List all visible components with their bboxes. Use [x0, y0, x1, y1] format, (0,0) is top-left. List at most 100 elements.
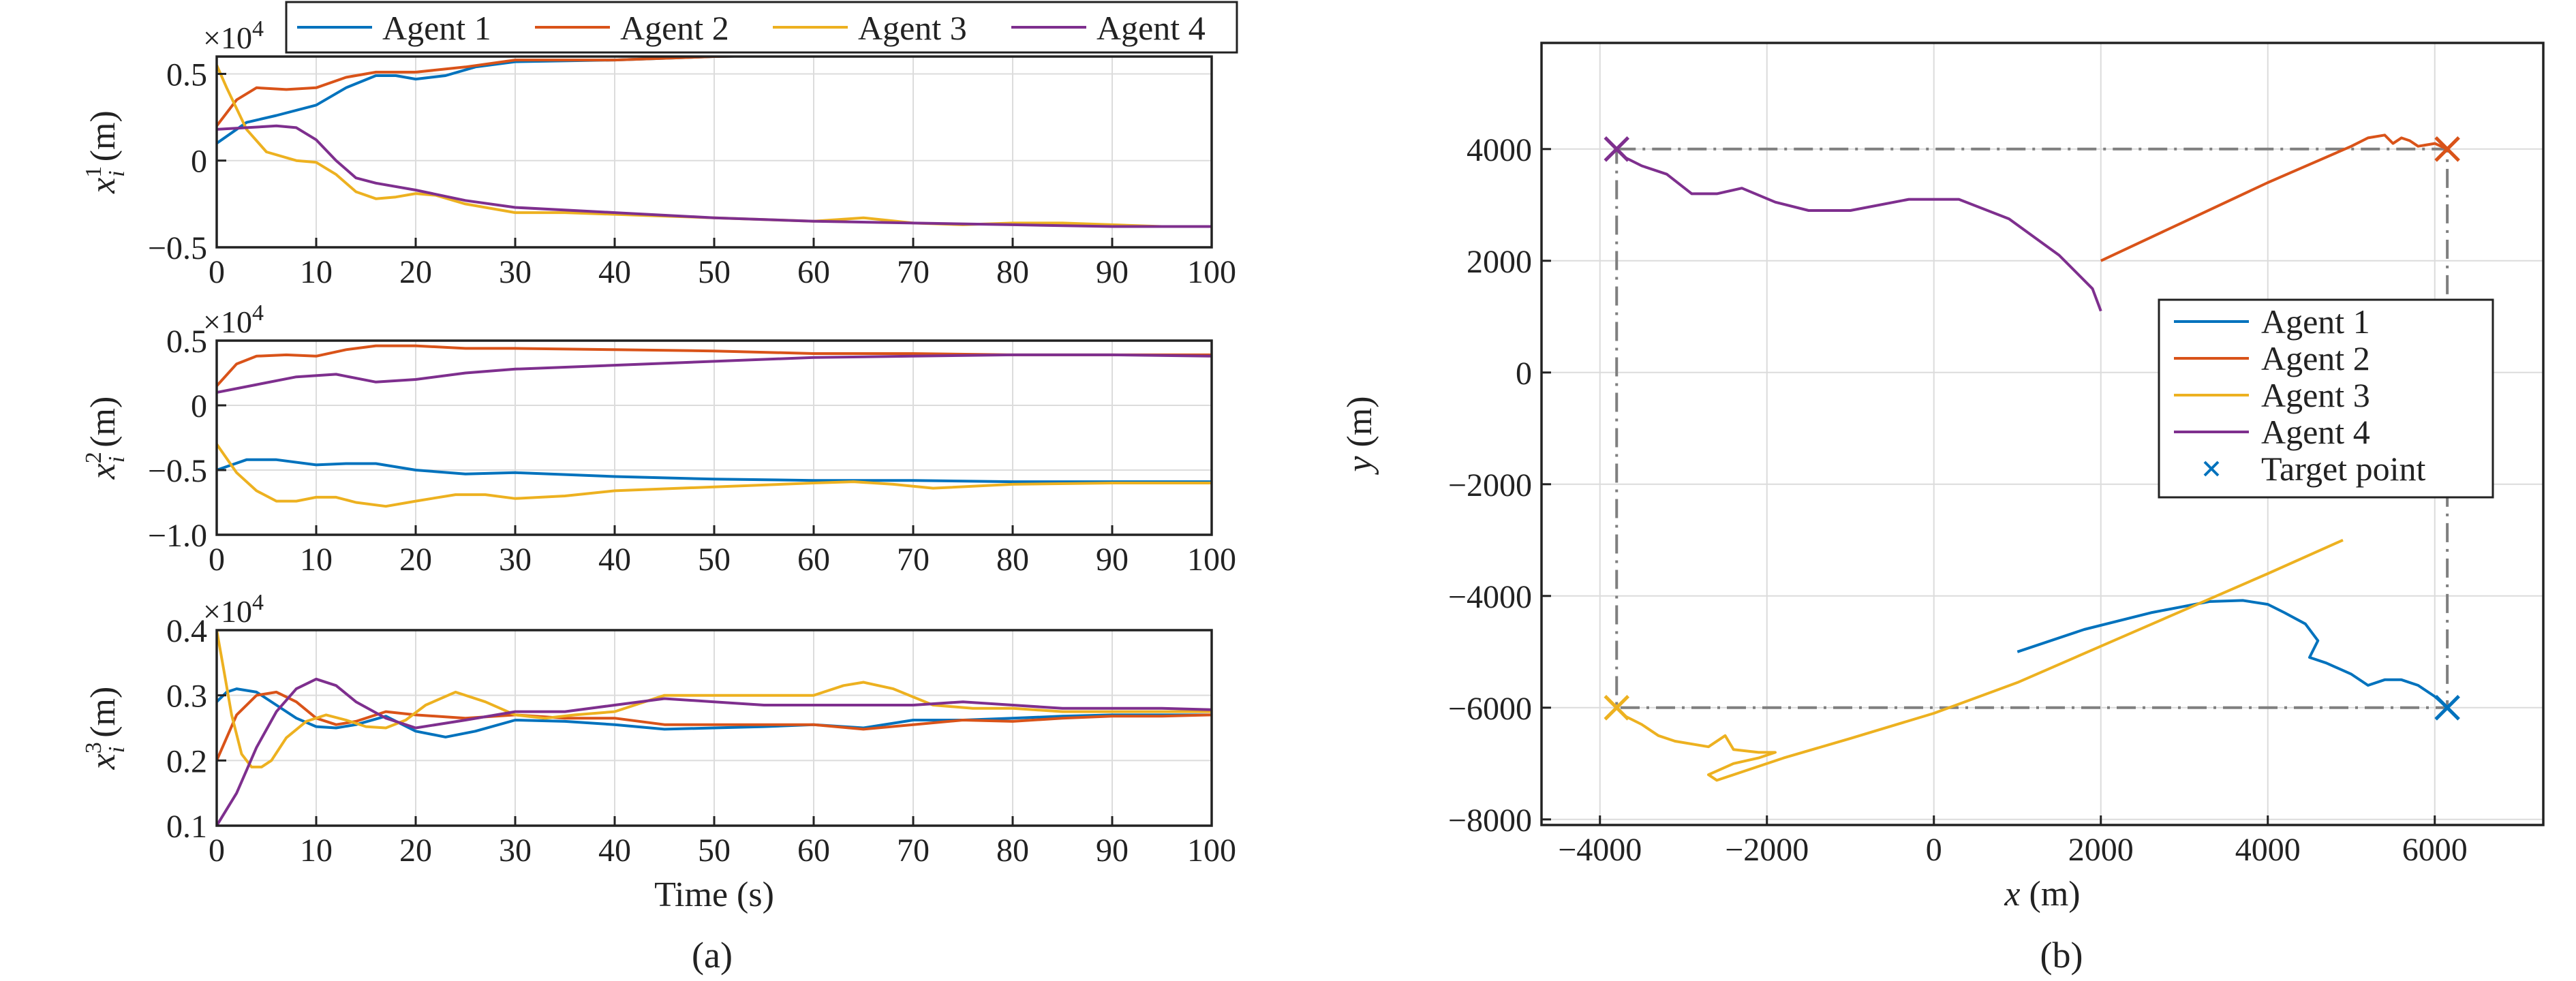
x-tick-label: 20: [399, 542, 432, 578]
panel-a3: 0 10 20 30 40 50 60 70 80 90 1000.10.20.30.4×104x3…: [81, 590, 1236, 914]
axis-exponent-power: 4: [252, 590, 264, 615]
axis-exponent-power: 4: [252, 16, 264, 42]
x-tick-label: 20: [399, 254, 432, 290]
series-group: [217, 57, 1212, 228]
x-tick-label: 0: [1926, 832, 1942, 868]
x-tick-label: 90: [1096, 254, 1129, 290]
axes-box: [1540, 42, 2545, 826]
series-group: [217, 344, 1212, 508]
series-agent-4: [217, 124, 1212, 228]
target-marker-stroke: [2434, 136, 2460, 162]
legend-item: Agent 2: [2174, 339, 2370, 377]
y-axis-label-var: x: [84, 463, 123, 480]
legend-item: Agent 1: [2174, 302, 2370, 341]
legend-label: Agent 3: [2261, 376, 2370, 414]
y-tick-label: 0.4: [166, 613, 207, 649]
y-tick-label: 2000: [1467, 244, 1532, 280]
y-tick-label: −6000: [1448, 691, 1532, 727]
y-tick-label: 0: [1516, 356, 1532, 392]
x-axis-label: x (m): [2004, 875, 2080, 914]
x-axis-label-var: x: [2004, 875, 2020, 914]
y-axis-label-unit: (m): [84, 396, 123, 456]
x-tick-label: 80: [996, 832, 1029, 869]
x-tick-label: −2000: [1725, 832, 1809, 868]
x-tick-label: 0: [209, 542, 225, 578]
y-axis-label-sup: 1: [81, 166, 106, 178]
y-tick-label: −4000: [1448, 579, 1532, 615]
top-legend-item: Agent 2: [535, 9, 729, 47]
legend-item: Agent 4: [2174, 413, 2370, 451]
top-legend-item: Agent 3: [773, 9, 967, 47]
y-tick-label: −0.5: [148, 453, 207, 489]
y-axis-label: y (m): [1340, 396, 1379, 475]
x-tick-label: 90: [1096, 832, 1129, 869]
y-axis-label-var: x: [84, 178, 123, 194]
y-axis-label-sup: 3: [81, 742, 106, 753]
top-legend-label: Agent 1: [382, 9, 491, 47]
y-tick-label: 0.5: [166, 324, 207, 360]
x-axis-label-unit: (m): [2021, 875, 2081, 914]
y-axis-label: x1i (m): [81, 110, 129, 194]
y-axis-label-unit: (m): [84, 110, 123, 170]
x-tick-label: 60: [797, 832, 830, 869]
series-group: [1615, 134, 2449, 782]
y-axis-label-sub: i: [104, 747, 129, 753]
x-tick-label: 4000: [2235, 832, 2301, 868]
x-tick-label: 40: [598, 254, 631, 290]
x-tick-label: 40: [598, 542, 631, 578]
x-tick-label: 0: [209, 254, 225, 290]
target-marker: [1604, 695, 1630, 721]
top-legend-box: [285, 1, 1238, 54]
target-marker: [1604, 136, 1630, 162]
x-axis-label: Time (s): [654, 875, 774, 914]
y-tick-label: −8000: [1448, 803, 1532, 839]
target-marker-stroke: [1604, 695, 1630, 721]
series-agent-2: [2100, 134, 2448, 262]
series-agent-2: [217, 57, 794, 127]
series-agent-1: [217, 57, 794, 144]
x-tick-label: 0: [209, 832, 225, 869]
legend-label: Target point: [2261, 450, 2425, 488]
x-tick-label: 2000: [2068, 832, 2134, 868]
y-tick-label: −1.0: [148, 518, 207, 554]
legend-label: Agent 4: [2261, 413, 2370, 451]
target-marker-stroke: [2434, 695, 2460, 721]
x-tick-label: 80: [996, 254, 1029, 290]
series-agent-4: [217, 353, 1212, 394]
legend-label: Agent 2: [2261, 339, 2370, 377]
y-axis-label: x2i (m): [81, 396, 129, 480]
x-tick-label: 100: [1187, 254, 1236, 290]
x-tick-label: 60: [797, 542, 830, 578]
top-legend-item: Agent 1: [297, 9, 491, 47]
panel-b: −4000 −2000 0 2000 4000 6000 −8000 −6000 −4000 −2…: [1340, 42, 2545, 914]
series-agent-4: [217, 677, 1212, 826]
legend-label: Agent 1: [2261, 302, 2370, 341]
x-tick-label: −4000: [1558, 832, 1642, 868]
series-agent-2: [217, 344, 1212, 387]
x-tick-label: 10: [300, 542, 333, 578]
x-tick-label: 10: [300, 832, 333, 869]
x-tick-label: 100: [1187, 542, 1236, 578]
x-tick-label: 70: [897, 542, 930, 578]
legend-marker-stroke: [2203, 461, 2220, 477]
top-legend-item: Agent 4: [1011, 9, 1206, 47]
series-agent-1: [217, 458, 1212, 484]
caption-a: (a): [692, 935, 733, 976]
y-tick-label: 0.1: [166, 809, 207, 845]
y-tick-label: 0: [191, 144, 207, 180]
x-tick-label: 60: [797, 254, 830, 290]
top-legend-label: Agent 4: [1097, 9, 1206, 47]
x-tick-label: 30: [499, 542, 532, 578]
y-axis-label-sub: i: [104, 456, 129, 463]
x-tick-label: 80: [996, 542, 1029, 578]
y-tick-label: 0.3: [166, 679, 207, 715]
series-agent-3: [1615, 538, 2344, 782]
top-legend: Agent 1 Agent 2 Agent 3 Agent 4: [285, 1, 1238, 54]
y-axis-label-unit: (m): [1340, 396, 1379, 456]
panel-a2: 0 10 20 30 40 50 60 70 80 90 100−1.0−0.500.5×104x2…: [81, 300, 1236, 578]
y-axis-label-sup: 2: [81, 452, 106, 463]
series-agent-2: [217, 690, 1212, 762]
